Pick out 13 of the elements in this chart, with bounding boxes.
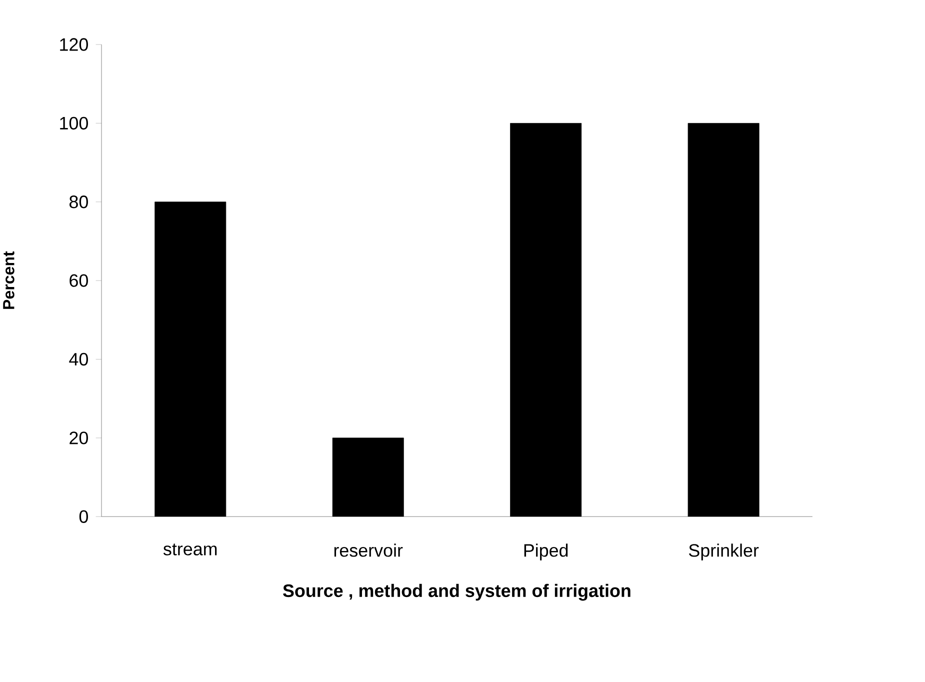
y-tick-label: 80	[70, 195, 88, 208]
y-tick-label: 60	[70, 274, 88, 287]
y-axis-title: Percent	[3, 251, 14, 309]
y-tick-label: 40	[69, 352, 88, 366]
y-tick-label: 120	[60, 38, 88, 51]
x-tick-label: reservoir	[334, 543, 403, 557]
y-tick-label: 100	[60, 116, 88, 130]
y-tick-label: 0	[79, 510, 88, 523]
x-tick-label: stream	[163, 543, 217, 556]
x-axis-title: Source , method and system of irrigation	[283, 584, 630, 600]
x-tick-label: Sprinkler	[688, 543, 759, 560]
x-tick-label: Piped	[524, 543, 568, 560]
y-tick-label: 20	[70, 431, 88, 444]
